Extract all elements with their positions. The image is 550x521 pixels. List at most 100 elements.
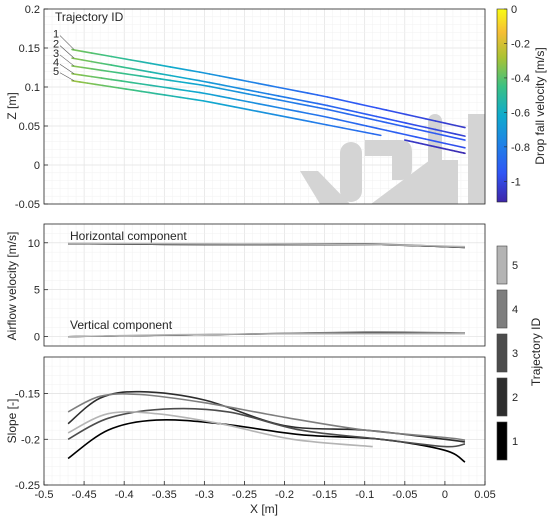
trajectory-segment xyxy=(179,76,191,80)
y-ticks: 0 5 10 xyxy=(28,238,48,344)
trajectory-segment xyxy=(326,104,339,109)
trajectory-segment xyxy=(71,48,83,53)
trajectory-line xyxy=(404,139,466,155)
trajectory-segment xyxy=(90,75,103,79)
trajectory-segment xyxy=(130,73,142,77)
trajectory-segment xyxy=(140,90,151,94)
trajectory-segment xyxy=(109,85,120,89)
trajectory-segment xyxy=(295,118,305,122)
trajectory-id-label: 3 xyxy=(53,48,59,60)
trajectory-segment xyxy=(217,103,228,107)
colorbar-block xyxy=(496,421,508,461)
y-tick-label: 0.2 xyxy=(25,4,40,16)
trajectory-line xyxy=(71,65,466,141)
trajectory-segment xyxy=(325,124,336,128)
trajectory-segment xyxy=(156,92,166,96)
colorbar-tick-label: -0.4 xyxy=(511,73,530,85)
trajectory-segment xyxy=(110,55,122,60)
x-tick-label: -0.15 xyxy=(312,489,337,501)
trajectory-segment xyxy=(208,81,221,86)
trajectory-segment xyxy=(189,90,201,94)
trajectory-segment xyxy=(316,114,329,119)
trajectory-segment xyxy=(248,80,260,85)
y-ticks: -0.05 0 0.05 0.1 0.15 0.2 xyxy=(15,4,48,211)
colorbar-gradient xyxy=(496,8,508,203)
y-axis-label: Slope [-] xyxy=(5,399,19,444)
trajectory-segment xyxy=(90,52,103,56)
trajectory-segment xyxy=(375,127,388,132)
trajectory-segment xyxy=(233,106,243,110)
trajectory-segment xyxy=(159,64,172,68)
trajectory-segment xyxy=(375,107,388,111)
trajectory-segment xyxy=(405,122,417,127)
y-tick-label: -0.2 xyxy=(21,434,40,446)
trajectory-segment xyxy=(434,140,447,145)
y-tick-label: 0.15 xyxy=(19,43,40,55)
trajectory-segment xyxy=(198,71,211,75)
trajectory-id-label: 2 xyxy=(53,39,59,51)
y-tick-label: 0 xyxy=(34,160,40,172)
trajectory-segment xyxy=(248,89,260,93)
trajectory-segment xyxy=(385,129,397,134)
trajectory-segment xyxy=(110,78,122,82)
leader-line xyxy=(59,72,75,82)
trajectory-segment xyxy=(287,97,299,101)
trajectory-segment xyxy=(208,93,221,97)
trajectory-segment xyxy=(336,106,348,111)
trajectory-segment xyxy=(454,137,466,141)
colorbar-tick-label: 4 xyxy=(512,304,518,316)
trajectory-segment xyxy=(171,95,181,99)
trajectory-segment xyxy=(277,86,289,91)
trajectory-id-label: 5 xyxy=(53,66,59,78)
trajectory-segment xyxy=(238,91,250,95)
colorbar-velocity: 0 -0.2 -0.4 -0.6 -0.8 -1 Drop fall velocity [… xyxy=(496,4,547,203)
slope-lines xyxy=(67,390,466,463)
trajectory-segment xyxy=(140,75,152,79)
trajectory-segment xyxy=(356,123,368,127)
trajectory-segment xyxy=(148,91,158,95)
trajectory-segment xyxy=(297,102,309,107)
trajectory-segment xyxy=(110,70,122,74)
trajectory-segment xyxy=(424,138,437,143)
trajectory-segment xyxy=(346,109,358,113)
colorbar-tick-label: 1 xyxy=(512,436,518,448)
x-tick-label: 0 xyxy=(442,489,448,501)
trajectory-segment xyxy=(267,97,280,101)
y-tick-label: -0.15 xyxy=(15,389,40,401)
slope-line xyxy=(67,407,466,448)
trajectory-segment xyxy=(149,84,162,88)
x-tick-label: -0.35 xyxy=(152,489,177,501)
y-axis-label: Z [m] xyxy=(5,92,19,119)
trajectory-segment xyxy=(454,133,466,137)
trajectory-segment xyxy=(120,72,132,76)
trajectory-line xyxy=(71,72,466,149)
x-tick-label: -0.2 xyxy=(275,489,294,501)
trajectory-segment xyxy=(71,65,83,69)
trajectory-segment xyxy=(434,132,447,137)
trajectory-segment xyxy=(316,102,329,107)
trajectory-segment xyxy=(271,113,282,117)
trajectory-segment xyxy=(90,68,103,72)
x-tick-label: -0.3 xyxy=(195,489,214,501)
trajectory-segment xyxy=(110,64,122,68)
trajectory-segment xyxy=(444,142,456,147)
trajectory-id-title: Trajectory ID xyxy=(55,10,124,24)
trajectory-segment xyxy=(306,112,319,117)
trajectory-segment xyxy=(326,108,339,113)
colorbar-trajectory-id: 1 2 3 4 5 Trajectory ID xyxy=(496,245,543,461)
y-tick-label: 10 xyxy=(28,238,40,250)
trajectory-segment xyxy=(341,127,351,131)
trajectory-segment xyxy=(140,69,152,73)
trajectory-segment xyxy=(349,128,359,132)
trajectory-segment xyxy=(385,109,397,114)
trajectory-lines xyxy=(71,48,466,155)
trajectory-segment xyxy=(81,66,93,70)
trajectory-segment xyxy=(71,57,83,61)
trajectory-segment xyxy=(257,82,270,87)
trajectory-segment xyxy=(149,62,162,66)
trajectory-segment xyxy=(189,69,201,73)
trajectory-segment xyxy=(405,126,417,130)
airflow-vertical-line xyxy=(68,333,466,338)
